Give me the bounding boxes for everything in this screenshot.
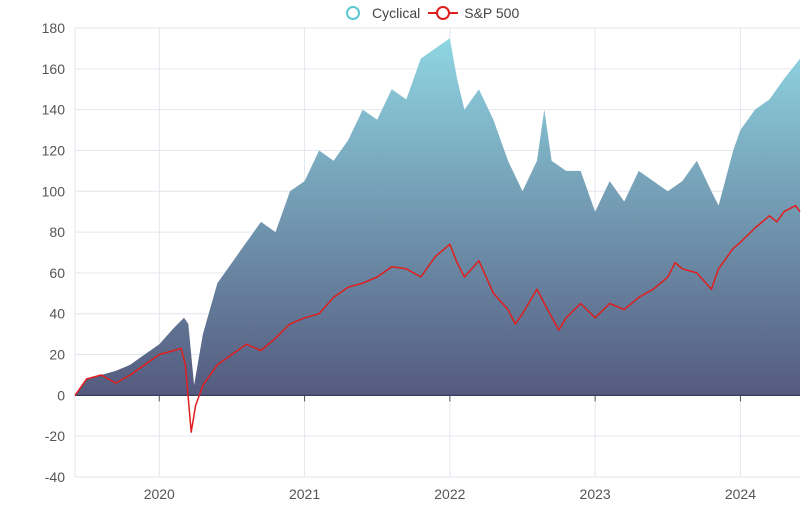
circle-marker-icon bbox=[346, 6, 360, 20]
y-tick-label: -40 bbox=[45, 469, 65, 485]
legend-label-sp500: S&P 500 bbox=[464, 5, 520, 21]
x-tick-label: 2023 bbox=[580, 486, 611, 502]
y-tick-label: 20 bbox=[49, 347, 65, 363]
sp500-line bbox=[74, 204, 801, 433]
y-tick-label: 0 bbox=[57, 387, 65, 403]
x-tick-label: 2021 bbox=[289, 486, 320, 502]
y-tick-label: 180 bbox=[42, 20, 66, 36]
x-tick-label: 2020 bbox=[144, 486, 175, 502]
y-tick-label: 40 bbox=[49, 306, 65, 322]
legend-item-cyclical[interactable]: Cyclical bbox=[340, 5, 420, 21]
cyclical-area bbox=[75, 38, 800, 396]
legend-label-cyclical: Cyclical bbox=[372, 5, 421, 21]
legend-item-sp500[interactable]: S&P 500 bbox=[428, 5, 519, 21]
legend: Cyclical S&P 500 bbox=[340, 5, 519, 21]
y-tick-label: 140 bbox=[42, 102, 66, 118]
x-tick-label: 2022 bbox=[434, 486, 465, 502]
y-tick-label: 60 bbox=[49, 265, 65, 281]
y-tick-label: 80 bbox=[49, 224, 65, 240]
y-tick-label: -20 bbox=[45, 428, 65, 444]
y-tick-label: 120 bbox=[42, 142, 66, 158]
y-tick-label: 160 bbox=[42, 61, 66, 77]
line-marker-icon bbox=[428, 6, 459, 20]
y-tick-label: 100 bbox=[42, 183, 66, 199]
x-tick-label: 2024 bbox=[725, 486, 756, 502]
